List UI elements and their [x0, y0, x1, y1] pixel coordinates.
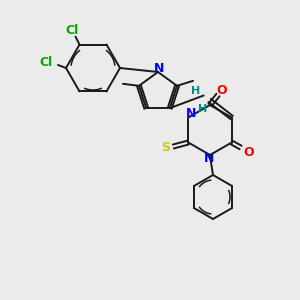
Text: Cl: Cl	[65, 24, 78, 37]
Text: Cl: Cl	[39, 56, 52, 68]
Text: O: O	[243, 146, 254, 159]
Text: H: H	[191, 86, 200, 97]
Text: N: N	[154, 62, 164, 76]
Text: N: N	[204, 152, 214, 166]
Text: O: O	[217, 83, 227, 97]
Text: N: N	[186, 107, 197, 120]
Text: H: H	[198, 103, 207, 113]
Text: S: S	[161, 141, 170, 154]
